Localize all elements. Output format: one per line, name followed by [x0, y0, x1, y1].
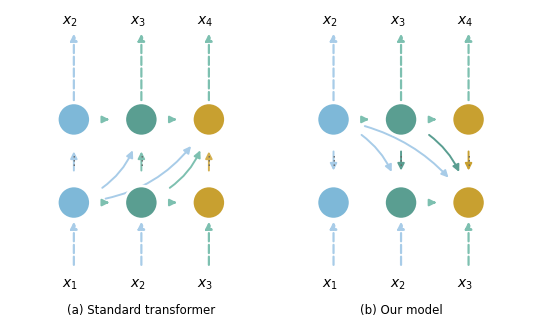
Circle shape: [193, 186, 225, 219]
Text: (b) Our model: (b) Our model: [360, 304, 442, 317]
Text: $x_2$: $x_2$: [130, 278, 146, 292]
Circle shape: [57, 186, 90, 219]
Text: $x_4$: $x_4$: [198, 14, 214, 29]
Text: $x_4$: $x_4$: [457, 14, 473, 29]
Text: $x_3$: $x_3$: [130, 14, 146, 29]
Circle shape: [125, 103, 158, 136]
Circle shape: [193, 103, 225, 136]
Text: ⋮: ⋮: [395, 155, 407, 167]
Text: ⋮: ⋮: [68, 155, 80, 167]
Text: $x_2$: $x_2$: [389, 278, 406, 292]
Circle shape: [384, 186, 418, 219]
Text: ⋮: ⋮: [203, 155, 215, 167]
Text: ⋮: ⋮: [328, 155, 340, 167]
Text: $x_2$: $x_2$: [322, 14, 338, 29]
Text: ⋮: ⋮: [135, 155, 148, 167]
Circle shape: [452, 103, 485, 136]
Text: $x_3$: $x_3$: [198, 278, 213, 292]
Circle shape: [317, 103, 350, 136]
Text: ⋮: ⋮: [463, 155, 475, 167]
Circle shape: [125, 186, 158, 219]
Text: $x_3$: $x_3$: [457, 278, 473, 292]
Text: $x_1$: $x_1$: [322, 278, 338, 292]
Circle shape: [57, 103, 90, 136]
Text: $x_1$: $x_1$: [62, 278, 78, 292]
Circle shape: [452, 186, 485, 219]
Circle shape: [384, 103, 418, 136]
Circle shape: [317, 186, 350, 219]
Text: $x_3$: $x_3$: [389, 14, 406, 29]
Text: $x_2$: $x_2$: [62, 14, 78, 29]
Text: (a) Standard transformer: (a) Standard transformer: [68, 304, 215, 317]
